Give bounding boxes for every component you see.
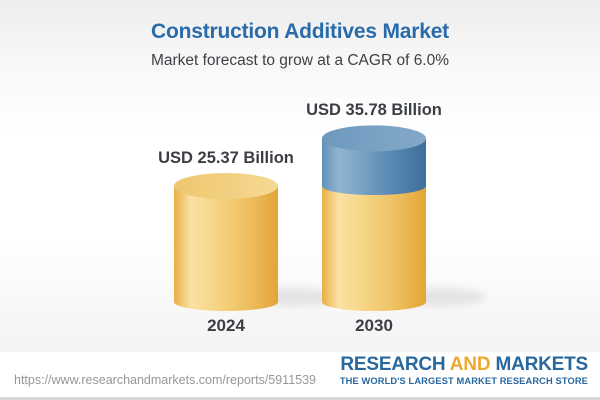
value-label-2030: USD 35.78 Billion: [306, 101, 442, 120]
research-and-markets-logo: RESEARCH AND MARKETS THE WORLD'S LARGEST…: [340, 355, 588, 387]
bar-2024-body: [174, 186, 278, 302]
bar-2024-cap: [174, 173, 278, 199]
bar-2030-bottom: [322, 293, 426, 311]
page-title: Construction Additives Market: [151, 20, 449, 43]
axis-label-2024: 2024: [207, 316, 245, 335]
value-label-2024: USD 25.37 Billion: [158, 149, 294, 167]
report-url: https://www.researchandmarkets.com/repor…: [14, 373, 316, 387]
logo-tagline: THE WORLD'S LARGEST MARKET RESEARCH STOR…: [339, 375, 588, 386]
bar-2030-gold-body: [322, 186, 426, 302]
footer-bar: https://www.researchandmarkets.com/repor…: [0, 352, 600, 400]
bar-2030-cap: [322, 125, 426, 152]
logo-wordmark: RESEARCH AND MARKETS: [340, 355, 588, 375]
logo-word-markets: MARKETS: [495, 354, 588, 375]
bar-2024-bottom: [174, 293, 278, 311]
axis-label-2030: 2030: [355, 316, 393, 335]
logo-word-research: RESEARCH: [340, 354, 446, 375]
logo-word-and: AND: [449, 354, 491, 375]
chart-subtitle: Market forecast to grow at a CAGR of 6.0…: [150, 52, 450, 69]
